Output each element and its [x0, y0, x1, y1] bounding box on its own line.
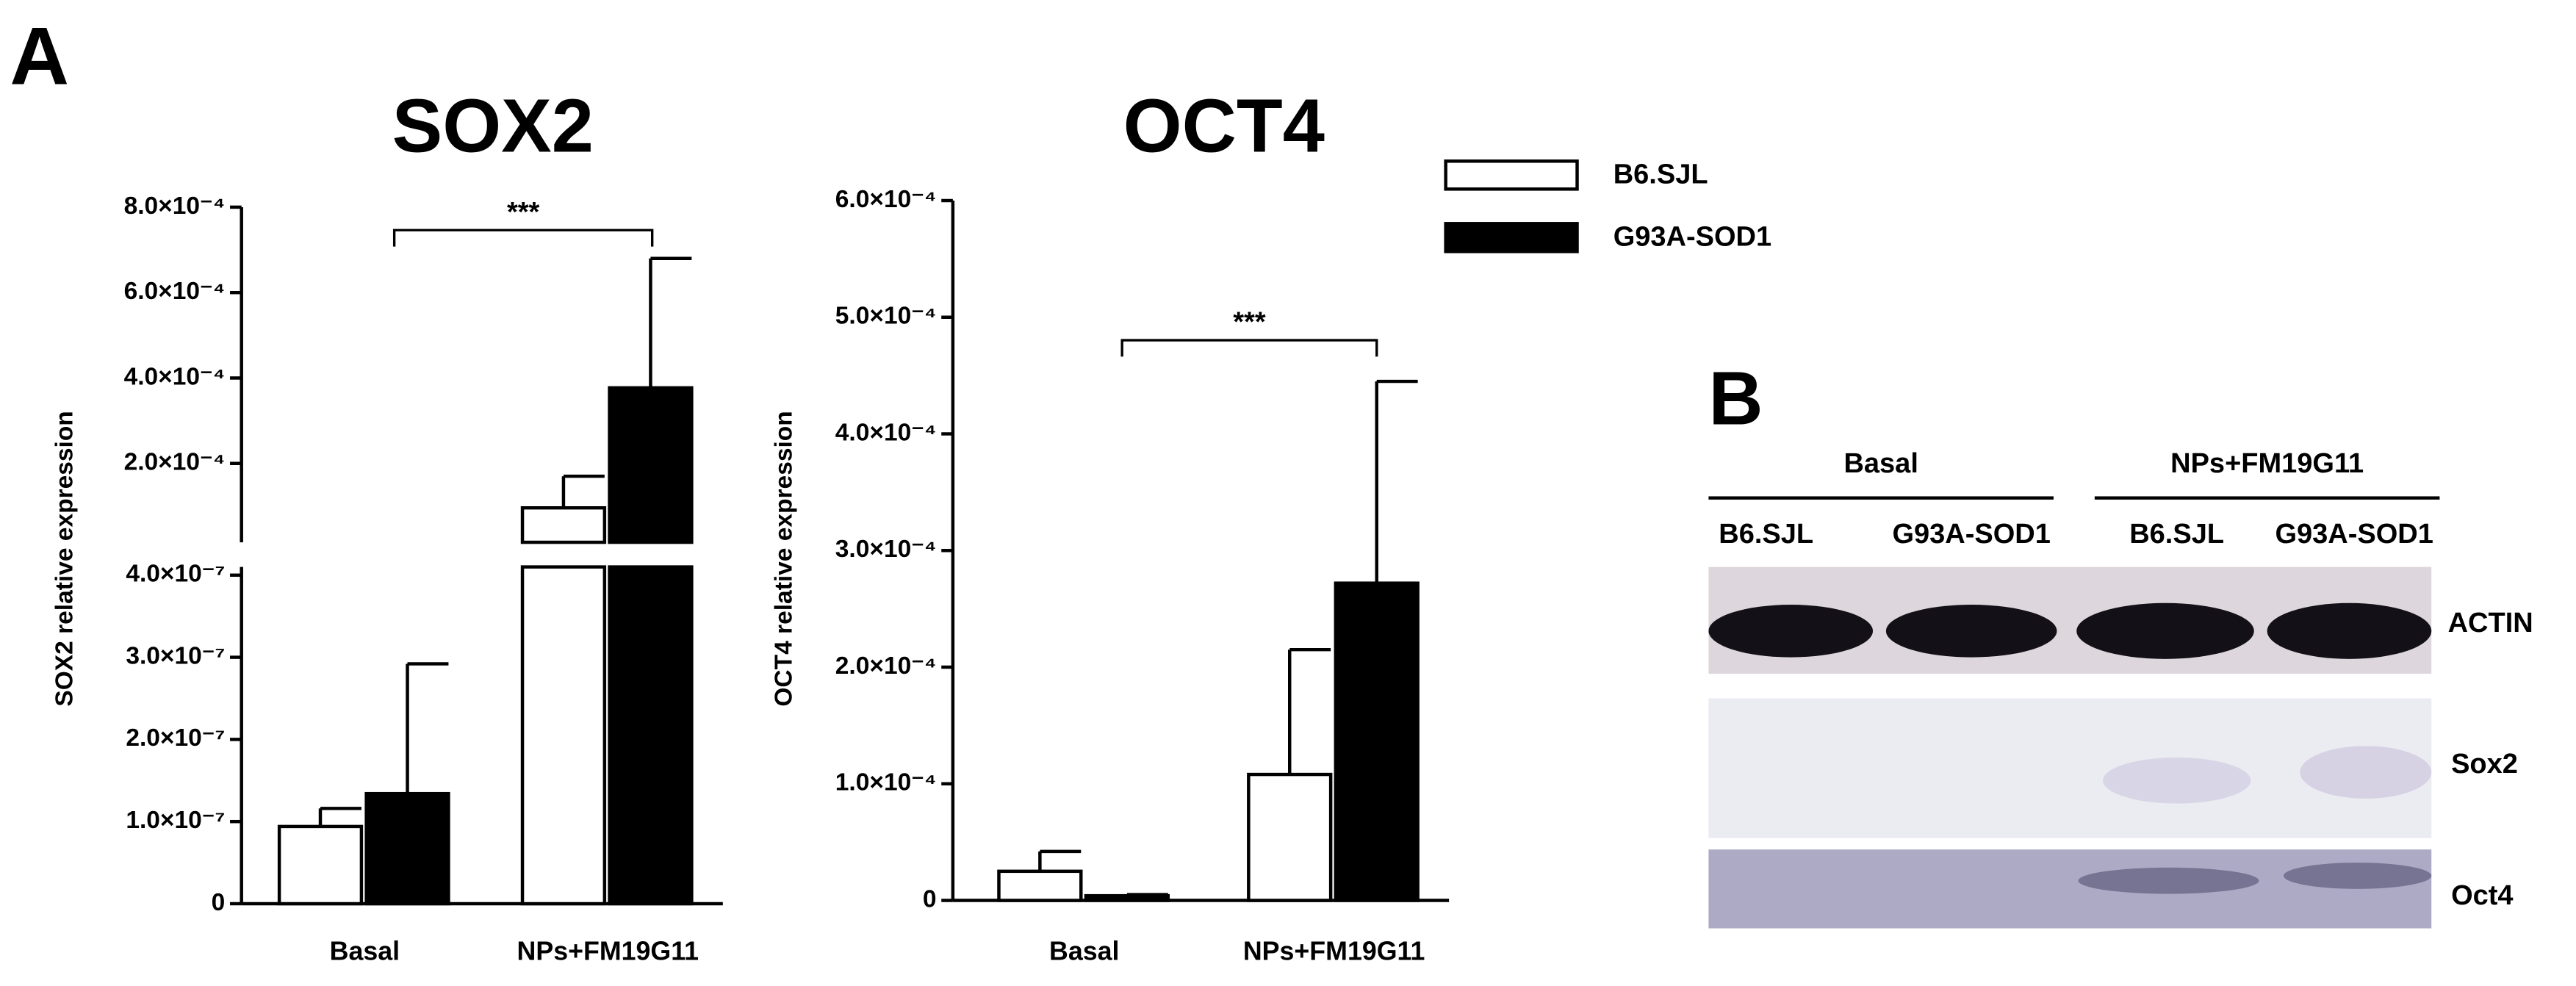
bar [277, 824, 364, 906]
y-tick-label: 1.0×10⁻⁷ [126, 807, 225, 834]
blot-strip [1708, 849, 2432, 929]
y-tick-label: 0 [212, 889, 226, 916]
legend-label: B6.SJL [1613, 159, 1708, 190]
x-tick-label: Basal [330, 937, 400, 966]
x-tick-label: NPs+FM19G11 [1243, 937, 1425, 966]
bar [997, 869, 1083, 902]
legend-swatch [1444, 222, 1579, 253]
band-label: Sox2 [2451, 749, 2518, 780]
lane-label: G93A-SOD1 [2275, 519, 2433, 550]
band [2078, 867, 2259, 894]
band [2267, 602, 2432, 659]
panel-letter: B [1708, 356, 1763, 440]
y-tick-label: 1.0×10⁻⁴ [835, 769, 937, 796]
bar [364, 791, 450, 906]
blot: Basal NPs+FM19G11 B6.SJL G93A-SOD1 B6.SJ… [1708, 448, 2533, 929]
y-tick-label: 2.0×10⁻⁴ [124, 449, 226, 476]
y-tick-label: 2.0×10⁻⁴ [835, 652, 937, 680]
y-tick-label: 6.0×10⁻⁴ [835, 186, 937, 213]
lane-label: B6.SJL [1719, 519, 1813, 550]
bar [520, 505, 607, 544]
band [1885, 605, 2057, 658]
y-tick-label: 0 [923, 885, 937, 913]
band-label: ACTIN [2448, 608, 2533, 638]
band-label: Oct4 [2451, 880, 2513, 911]
legend-label: G93A-SOD1 [1613, 221, 1771, 252]
bar [1334, 581, 1420, 902]
significance-bracket [392, 228, 654, 247]
bar [1247, 772, 1333, 902]
legend-swatch [1444, 159, 1579, 191]
y-tick-label: 4.0×10⁻⁴ [124, 363, 226, 390]
chart-title: OCT4 [1123, 83, 1325, 168]
lane-label: B6.SJL [2129, 519, 2224, 550]
x-tick-label: NPs+FM19G11 [517, 937, 699, 966]
y-tick-label: 8.0×10⁻⁴ [124, 192, 226, 220]
annotation: *** [1233, 307, 1266, 338]
y-tick-label: 6.0×10⁻⁴ [124, 278, 226, 305]
band [1708, 605, 1874, 658]
annotation: *** [507, 197, 540, 228]
y-tick-label: 2.0×10⁻⁷ [126, 724, 225, 752]
bar [520, 565, 607, 906]
band [2300, 746, 2432, 799]
band [2076, 602, 2254, 659]
y-tick-label: 3.0×10⁻⁷ [126, 642, 225, 669]
y-tick-label: 5.0×10⁻⁴ [835, 303, 937, 330]
band [2103, 757, 2251, 804]
panel-letter: A [10, 10, 69, 102]
bar [608, 565, 694, 906]
y-tick-label: 4.0×10⁻⁴ [835, 419, 937, 446]
y-tick-label: 3.0×10⁻⁴ [835, 536, 937, 563]
x-tick-label: Basal [1049, 937, 1119, 966]
bar [608, 386, 694, 544]
blot-group: Basal [1843, 448, 1918, 479]
lane-label: G93A-SOD1 [1892, 519, 2050, 550]
bar [1084, 893, 1170, 902]
blot-group: NPs+FM19G11 [2170, 448, 2364, 479]
significance-bracket [1120, 339, 1378, 357]
y-axis-label: SOX2 relative expression [51, 411, 78, 706]
y-tick-label: 4.0×10⁻⁷ [126, 561, 225, 588]
chart-title: SOX2 [392, 83, 594, 168]
y-axis-label: OCT4 relative expression [771, 411, 798, 706]
band [2283, 863, 2432, 889]
